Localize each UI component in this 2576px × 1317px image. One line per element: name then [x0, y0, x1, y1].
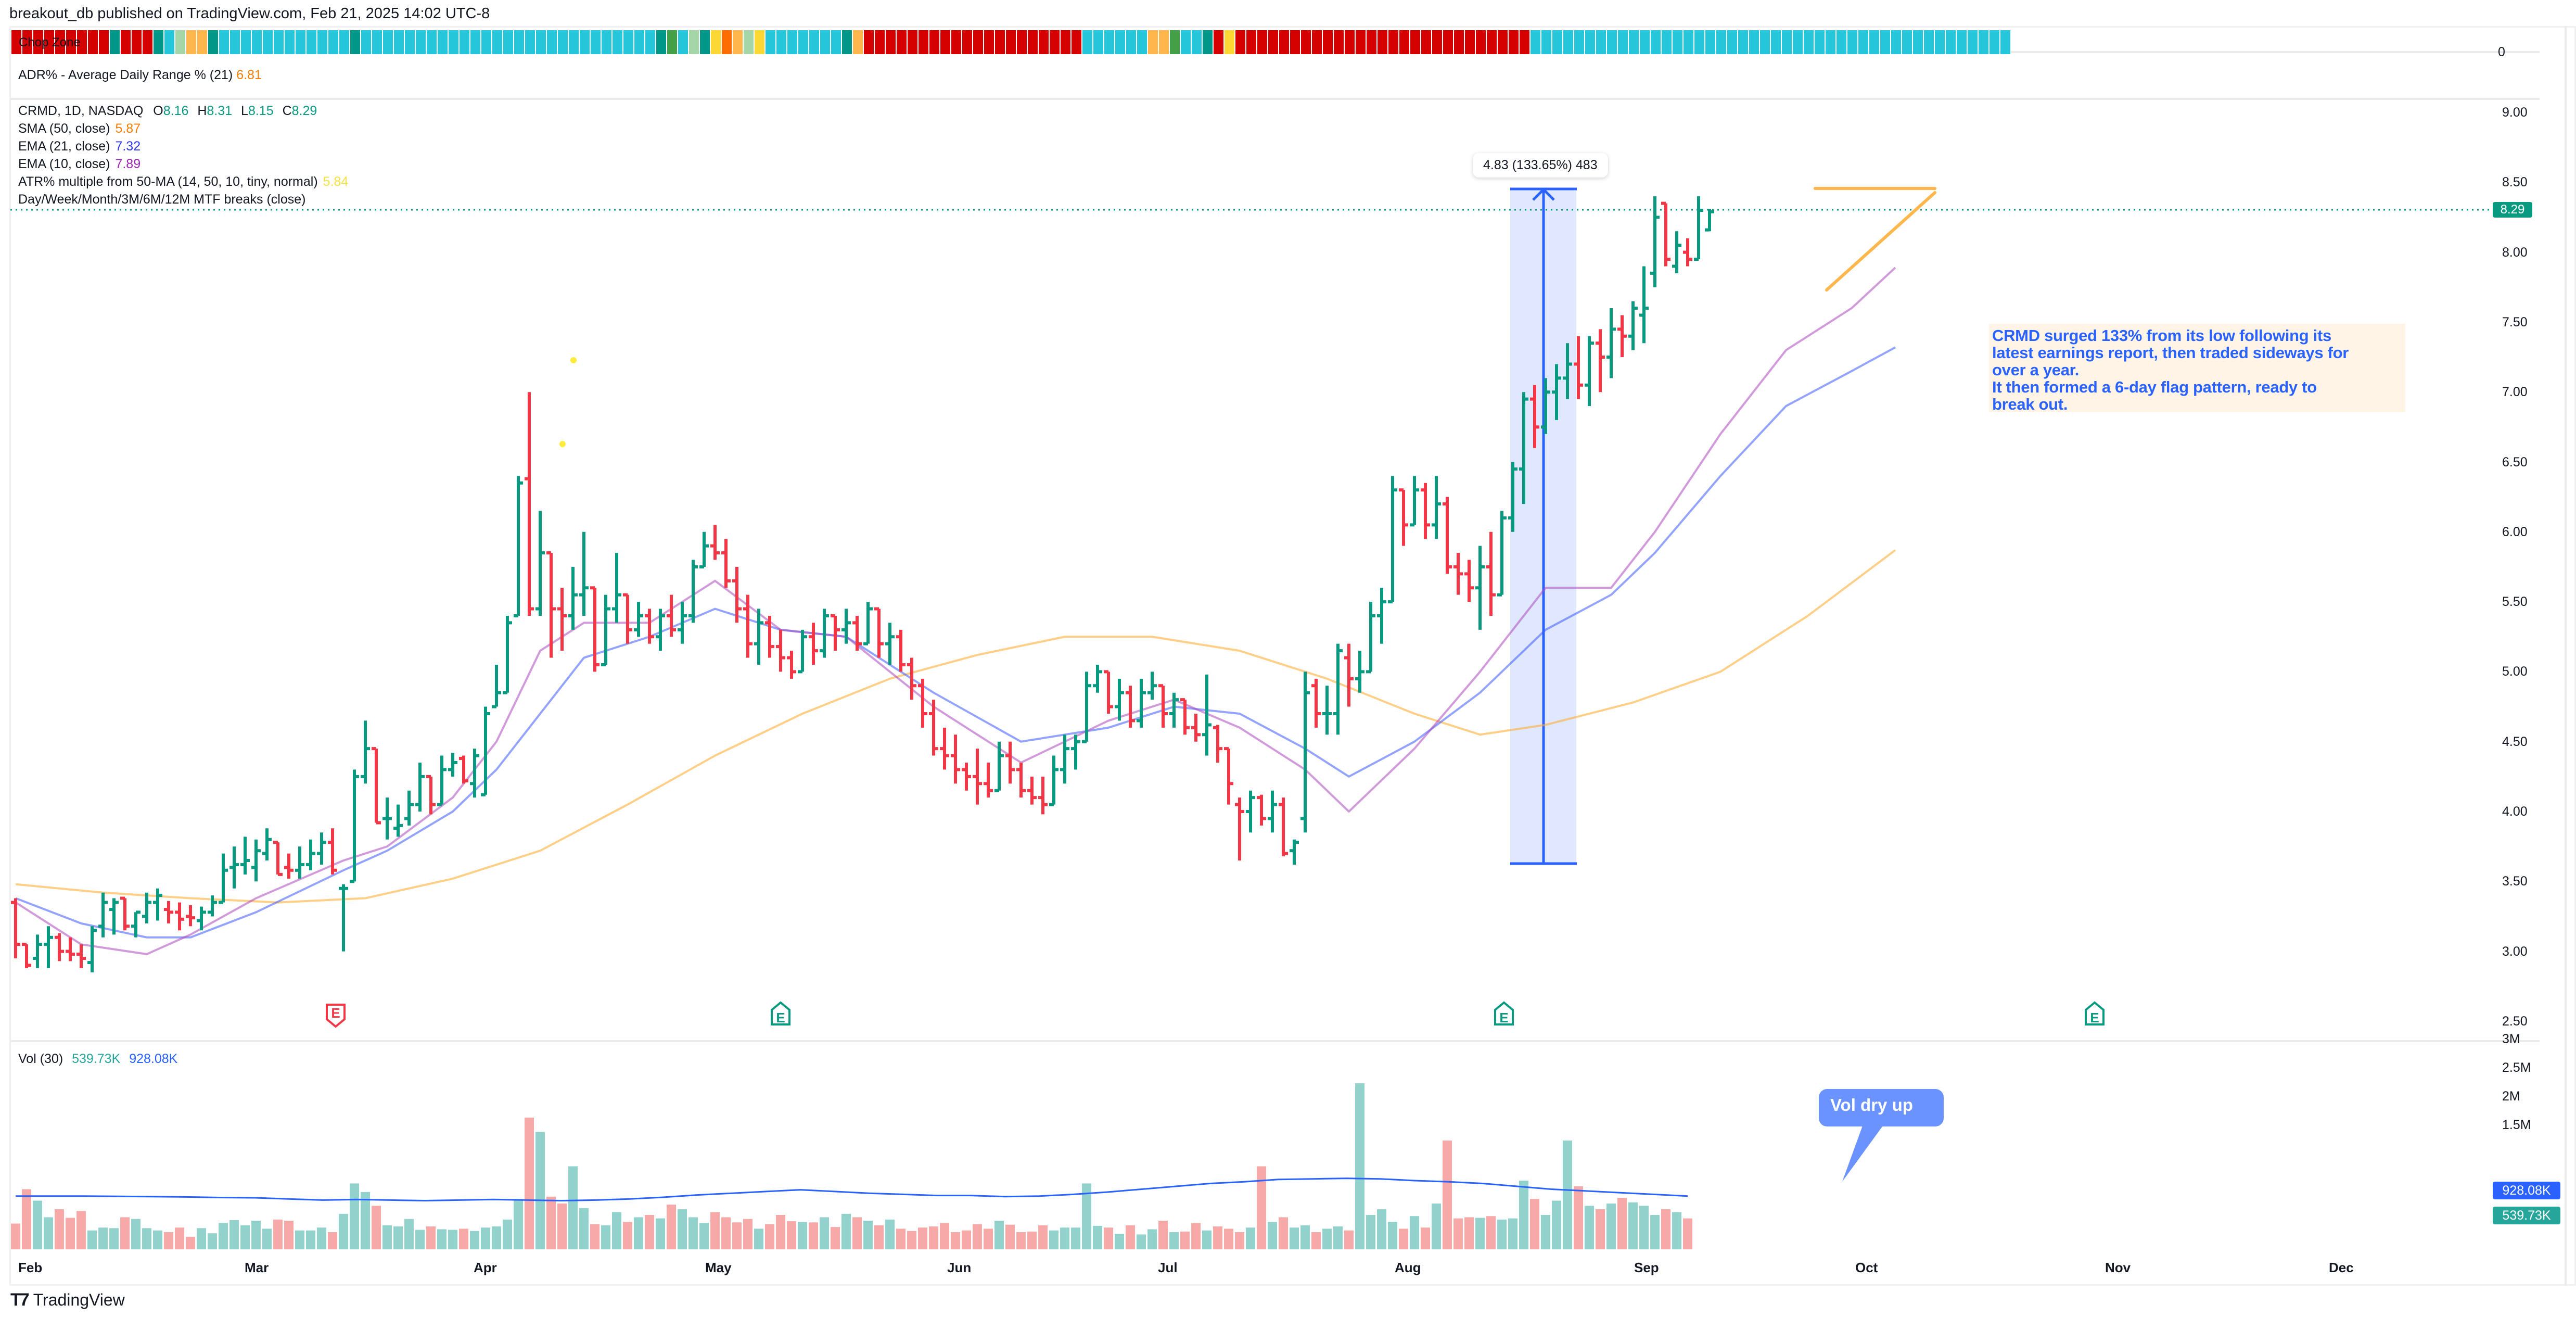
tradingview-logo-icon: T7 [10, 1290, 30, 1310]
volume-ma-value: 928.08K [129, 1052, 178, 1066]
volume-label: Vol (30) [18, 1052, 63, 1066]
month-label: Jun [947, 1260, 972, 1275]
chart-frame [9, 26, 2576, 1286]
indicator-label: SMA (50, close) [18, 121, 110, 136]
price-tick: 7.50 [2502, 314, 2528, 330]
month-label: Nov [2105, 1260, 2131, 1275]
chop-zone-label: Chop Zone [19, 35, 81, 49]
month-label: Mar [245, 1260, 269, 1275]
ohlc-bars [11, 196, 1714, 972]
earnings-icon: E [1494, 1001, 1514, 1025]
indicator-value: 7.89 [115, 157, 141, 171]
svg-text:E: E [776, 1010, 785, 1025]
brand-name: TradingView [33, 1290, 125, 1309]
symbol-label: CRMD, 1D, NASDAQ [18, 104, 144, 118]
callout-pointer [1842, 1124, 1884, 1182]
earnings-icon: E [326, 1004, 346, 1028]
svg-text:E: E [2090, 1010, 2099, 1025]
main-legend[interactable]: CRMD, 1D, NASDAQ O8.16 H8.31 L8.15 C8.29… [18, 102, 348, 208]
price-tick: 8.00 [2502, 245, 2528, 260]
price-tick: 5.50 [2502, 594, 2528, 610]
measure-label[interactable]: 4.83 (133.65%) 483 [1473, 153, 1608, 178]
month-label: Dec [2329, 1260, 2354, 1275]
tradingview-brand[interactable]: T7 TradingView [10, 1290, 125, 1310]
adr-legend[interactable]: ADR% - Average Daily Range % (21) 6.81 [18, 68, 262, 83]
low-value: 8.15 [248, 104, 274, 118]
indicator-atr-multiple[interactable]: ATR% multiple from 50-MA (14, 50, 10, ti… [18, 173, 348, 191]
month-label: Sep [1634, 1260, 1659, 1275]
symbol-row[interactable]: CRMD, 1D, NASDAQ O8.16 H8.31 L8.15 C8.29 [18, 104, 317, 118]
atr-markers [559, 357, 577, 447]
note-line: break out. [1992, 395, 2068, 413]
indicator-label: EMA (21, close) [18, 139, 110, 154]
moving-averages [15, 267, 1896, 955]
volume-ma-tag: 928.08K [2493, 1182, 2560, 1199]
month-label: Apr [474, 1260, 497, 1275]
month-label: Jul [1158, 1260, 1178, 1275]
volume-tick: 2M [2502, 1089, 2520, 1104]
note-line: over a year. [1992, 361, 2080, 379]
vol-dry-up-callout[interactable]: Vol dry up [1819, 1089, 1944, 1126]
chop-zone-bars [11, 30, 2010, 54]
month-label: May [705, 1260, 732, 1275]
adr-value: 6.81 [236, 68, 262, 82]
indicator-mtf-breaks[interactable]: Day/Week/Month/3M/6M/12M MTF breaks (clo… [18, 191, 348, 208]
indicator-label: EMA (10, close) [18, 157, 110, 171]
note-line: latest earnings report, then traded side… [1992, 344, 2349, 362]
close-value: 8.29 [291, 104, 317, 118]
price-tick: 2.50 [2502, 1014, 2528, 1029]
indicator-value: 5.84 [323, 174, 349, 189]
price-tick: 4.50 [2502, 734, 2528, 749]
price-range-measure [1510, 187, 1577, 865]
indicator-value: 5.87 [115, 121, 141, 136]
month-label: Oct [1855, 1260, 1878, 1275]
note-line: It then formed a 6-day flag pattern, rea… [1992, 378, 2317, 396]
indicator-value: 7.32 [115, 139, 141, 154]
indicator-ema10[interactable]: EMA (10, close) 7.89 [18, 155, 348, 173]
volume-tick: 1.5M [2502, 1118, 2531, 1132]
adr-label: ADR% - Average Daily Range % (21) [18, 68, 233, 82]
indicator-label: ATR% multiple from 50-MA (14, 50, 10, ti… [18, 174, 318, 189]
price-tick: 6.00 [2502, 524, 2528, 539]
month-label: Feb [18, 1260, 43, 1275]
indicator-sma50[interactable]: SMA (50, close) 5.87 [18, 120, 348, 137]
volume-tick: 2.5M [2502, 1060, 2531, 1075]
note-line: CRMD surged 133% from its low following … [1992, 326, 2331, 345]
flag-pattern[interactable] [1814, 187, 1936, 292]
last-price-tag: 8.29 [2493, 202, 2532, 218]
price-tick: 7.00 [2502, 385, 2528, 400]
price-tick: 6.50 [2502, 454, 2528, 470]
svg-text:E: E [1499, 1010, 1508, 1025]
indicator-label: Day/Week/Month/3M/6M/12M MTF breaks (clo… [18, 192, 306, 207]
price-tick: 4.00 [2502, 804, 2528, 819]
earnings-icon: E [2085, 1001, 2105, 1025]
high-value: 8.31 [207, 104, 233, 118]
chop-axis-value: 0 [2498, 45, 2505, 59]
volume-tick: 3M [2502, 1032, 2520, 1046]
publish-header: breakout_db published on TradingView.com… [9, 5, 490, 22]
price-tick: 5.00 [2502, 664, 2528, 679]
price-tick: 8.50 [2502, 175, 2528, 190]
month-label: Aug [1395, 1260, 1421, 1275]
svg-text:E: E [331, 1005, 340, 1021]
volume-value: 539.73K [72, 1052, 121, 1066]
text-note[interactable]: CRMD surged 133% from its low following … [1989, 324, 2405, 413]
volume-legend[interactable]: Vol (30) 539.73K 928.08K [18, 1052, 177, 1067]
price-tick: 3.00 [2502, 944, 2528, 959]
price-tick: 9.00 [2502, 105, 2528, 120]
price-tick: 3.50 [2502, 874, 2528, 889]
earnings-icon: E [771, 1001, 790, 1025]
volume-bars [11, 1083, 1692, 1249]
volume-tag: 539.73K [2493, 1207, 2560, 1224]
open-value: 8.16 [163, 104, 189, 118]
indicator-ema21[interactable]: EMA (21, close) 7.32 [18, 137, 348, 155]
